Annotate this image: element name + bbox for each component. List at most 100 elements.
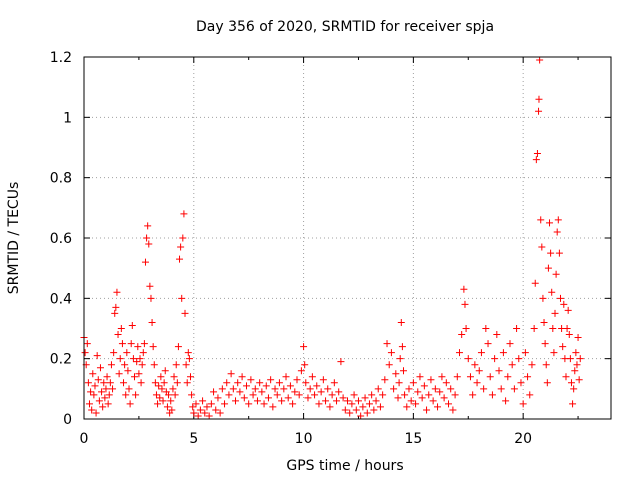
data-point	[544, 264, 552, 272]
data-point	[554, 216, 562, 224]
data-point	[460, 285, 468, 293]
data-point	[216, 409, 224, 417]
y-tick-label: 1.2	[50, 50, 72, 66]
data-point	[370, 406, 378, 414]
data-point	[458, 331, 466, 339]
data-point	[416, 373, 424, 381]
data-point	[560, 300, 568, 308]
data-point	[184, 349, 192, 357]
data-point	[354, 397, 362, 405]
data-point	[225, 391, 233, 399]
data-point	[94, 376, 102, 384]
data-point	[138, 361, 146, 369]
data-point	[297, 367, 305, 375]
data-point	[178, 294, 186, 302]
data-point	[148, 318, 156, 326]
data-point	[515, 355, 523, 363]
data-point	[218, 385, 226, 393]
data-point	[445, 400, 453, 408]
data-point	[90, 391, 98, 399]
data-point	[341, 406, 349, 414]
data-point	[123, 349, 131, 357]
data-point	[280, 385, 288, 393]
data-point	[395, 379, 403, 387]
data-point	[528, 361, 536, 369]
data-point	[89, 370, 97, 378]
data-point	[103, 373, 111, 381]
data-point	[152, 391, 160, 399]
data-point	[506, 340, 514, 348]
data-point	[333, 397, 341, 405]
x-tick-label: 20	[514, 431, 532, 447]
data-point	[553, 228, 561, 236]
data-point	[84, 379, 92, 387]
data-point	[192, 400, 200, 408]
data-point	[88, 406, 96, 414]
data-point	[352, 406, 360, 414]
data-point	[559, 343, 567, 351]
data-point	[563, 325, 571, 332]
data-point	[129, 355, 137, 363]
data-point	[171, 391, 179, 399]
data-point	[116, 355, 124, 363]
data-point	[326, 403, 334, 411]
data-point	[565, 331, 573, 339]
data-point	[170, 373, 178, 381]
data-point	[168, 406, 176, 414]
data-point	[533, 150, 541, 158]
data-point	[497, 385, 505, 393]
data-point	[301, 361, 309, 369]
data-point	[155, 382, 163, 390]
data-point	[348, 400, 356, 408]
data-point	[154, 400, 162, 408]
data-point	[207, 400, 215, 408]
data-point	[385, 361, 393, 369]
data-point	[150, 361, 158, 369]
data-point	[423, 406, 431, 414]
data-point	[114, 331, 122, 339]
data-point	[221, 400, 229, 408]
data-point	[85, 400, 93, 408]
data-point	[242, 382, 250, 390]
data-point	[392, 370, 400, 378]
data-point	[491, 355, 499, 363]
data-point	[337, 358, 345, 366]
data-point	[109, 385, 117, 393]
data-point	[488, 391, 496, 399]
data-point	[324, 385, 332, 393]
data-point	[275, 379, 283, 387]
data-point	[381, 376, 389, 384]
data-point	[176, 255, 184, 263]
data-point	[194, 412, 202, 420]
data-point	[346, 409, 354, 417]
data-point	[562, 373, 570, 381]
data-point	[104, 400, 112, 408]
data-point	[451, 391, 459, 399]
data-point	[453, 373, 461, 381]
data-point	[575, 376, 583, 384]
data-point	[464, 355, 472, 363]
data-point	[350, 391, 358, 399]
data-point	[173, 379, 181, 387]
data-point	[536, 56, 544, 64]
data-point	[144, 222, 152, 230]
data-point	[137, 379, 145, 387]
data-point	[205, 412, 213, 420]
data-point	[190, 409, 198, 417]
data-point	[570, 385, 578, 393]
data-point	[532, 156, 540, 164]
y-axis-label: SRMTID / TECUs	[6, 182, 22, 295]
data-point	[311, 391, 319, 399]
data-point	[159, 397, 167, 405]
data-point	[556, 294, 564, 302]
data-point	[499, 349, 507, 357]
x-tick-labels: 0 5 10 15 20	[80, 431, 533, 447]
data-point	[140, 340, 148, 348]
data-point	[143, 234, 151, 242]
data-point	[253, 397, 261, 405]
data-point	[182, 361, 190, 369]
data-point	[165, 391, 173, 399]
grid-lines	[84, 57, 611, 419]
data-point	[475, 367, 483, 375]
data-point	[339, 394, 347, 402]
